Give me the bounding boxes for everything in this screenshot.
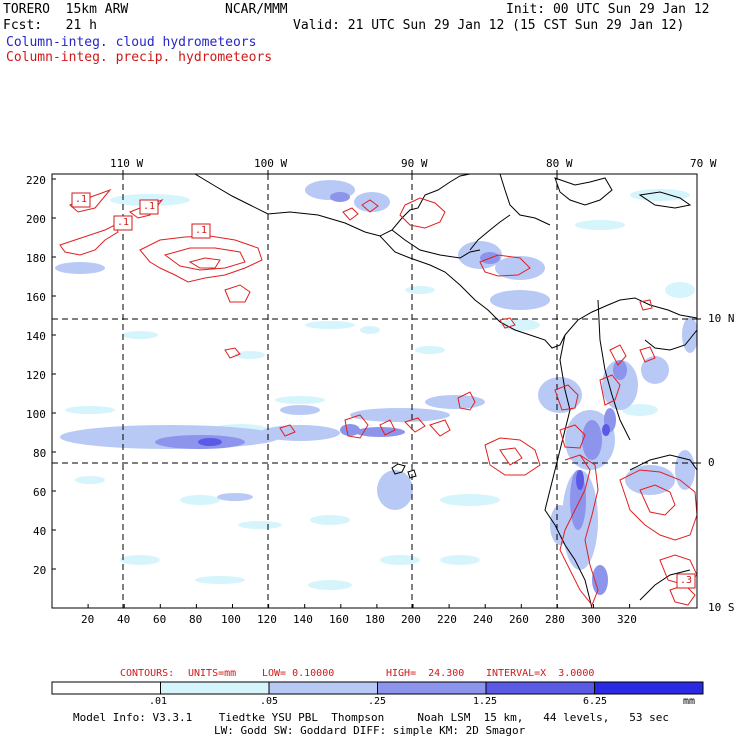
org-name: NCAR/MMM — [225, 2, 288, 17]
x-tick-label: 100 — [221, 613, 241, 626]
colorbar-tick-label: .01 — [149, 696, 168, 707]
y-tick-label: 180 — [26, 252, 46, 265]
y-tick-label: 40 — [33, 525, 47, 538]
x-tick-label: 140 — [293, 613, 313, 626]
lon-label-100w: 100 W — [254, 157, 288, 170]
colorbar-tick-label: .05 — [260, 696, 279, 707]
y-tick-label: 60 — [33, 486, 47, 499]
colorbar-swatch — [594, 681, 704, 695]
field-cloud-title: Column-integ. cloud hydrometeors — [6, 35, 257, 50]
x-tick-label: 20 — [81, 613, 95, 626]
contour-label: .3 — [680, 575, 693, 586]
x-tick-label: 40 — [117, 613, 131, 626]
colorbar-swatch — [268, 681, 378, 695]
x-tick-label: 220 — [437, 613, 457, 626]
colorbar-tick-label: 6.25 — [583, 696, 608, 707]
contour-label: .1 — [195, 225, 208, 236]
x-tick-label: 80 — [189, 613, 203, 626]
colorbar-unit: mm — [683, 696, 696, 707]
forecast-hour: Fcst: 21 h — [3, 18, 97, 33]
lon-label-70w: 70 W — [690, 157, 717, 170]
x-tick-label: 280 — [545, 613, 565, 626]
y-tick-label: 140 — [26, 330, 46, 343]
y-tick-label: 100 — [26, 408, 46, 421]
contour-label: .1 — [75, 194, 88, 205]
x-tick-label: 200 — [401, 613, 421, 626]
colorbar-tick-label: .25 — [368, 696, 387, 707]
lon-label-110w: 110 W — [110, 157, 144, 170]
cloud-shading-layer — [55, 180, 697, 595]
coastlines — [194, 174, 697, 608]
field-precip-title: Column-integ. precip. hydrometeors — [6, 50, 273, 65]
colorbar-swatch — [377, 681, 487, 695]
axis-ticks — [51, 170, 701, 609]
contour-label-boxes — [71, 192, 696, 589]
y-tick-label: 160 — [26, 291, 46, 304]
y-tick-label: 80 — [33, 447, 47, 460]
contours-units: UNITS=mm — [188, 668, 237, 679]
contour-label: .1 — [117, 217, 130, 228]
x-tick-label: 300 — [581, 613, 601, 626]
x-tick-label: 120 — [257, 613, 277, 626]
lat-lon-grid — [52, 174, 697, 608]
x-tick-label: 160 — [329, 613, 349, 626]
model-name: TORERO 15km ARW — [3, 2, 129, 17]
lon-label-90w: 90 W — [401, 157, 428, 170]
contours-low: LOW= 0.10000 — [262, 668, 335, 679]
x-tick-label: 260 — [509, 613, 529, 626]
y-tick-label: 20 — [33, 564, 47, 577]
contours-high: HIGH= 24.300 — [386, 668, 465, 679]
colorbar-tick-label: 1.25 — [473, 696, 498, 707]
colorbar-swatch — [485, 681, 595, 695]
colorbar-swatch — [160, 681, 270, 695]
model-info-line1: Model Info: V3.3.1 Tiedtke YSU PBL Thomp… — [73, 711, 670, 724]
y-tick-label: 200 — [26, 213, 46, 226]
valid-time: Valid: 21 UTC Sun 29 Jan 12 (15 CST Sun … — [293, 18, 685, 33]
x-tick-label: 60 — [153, 613, 167, 626]
y-tick-label: 220 — [26, 174, 46, 187]
map-frame — [51, 173, 698, 609]
contour-label: .1 — [143, 201, 156, 212]
lat-label-0: 0 — [708, 456, 715, 469]
contours-prefix: CONTOURS: — [120, 668, 175, 679]
contours-interval: INTERVAL=X 3.0000 — [486, 668, 595, 679]
x-tick-label: 180 — [365, 613, 385, 626]
lon-label-80w: 80 W — [546, 157, 573, 170]
lat-label-10s: 10 S — [708, 601, 735, 614]
model-info-line2: LW: Godd SW: Goddard DIFF: simple KM: 2D… — [214, 724, 526, 737]
y-tick-label: 120 — [26, 369, 46, 382]
x-tick-label: 320 — [617, 613, 637, 626]
lat-label-10n: 10 N — [708, 312, 735, 325]
init-time: Init: 00 UTC Sun 29 Jan 12 — [506, 2, 710, 17]
colorbar-swatch — [51, 681, 161, 695]
x-tick-label: 240 — [473, 613, 493, 626]
